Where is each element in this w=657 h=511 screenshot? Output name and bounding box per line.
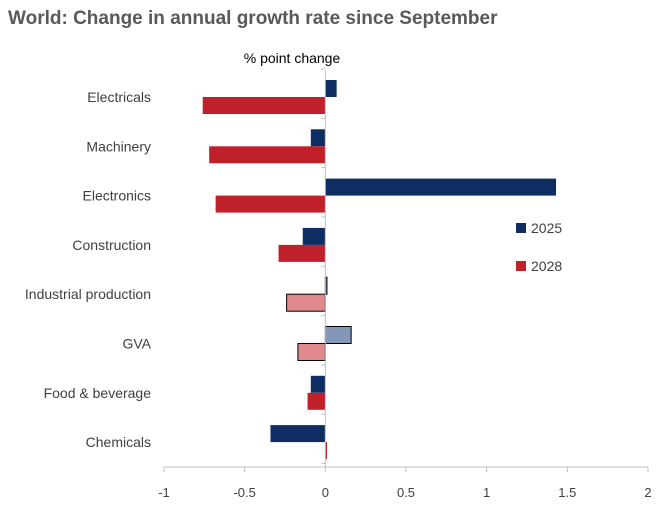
bar-construction-2028 [278, 244, 326, 262]
category-label: Machinery [86, 138, 151, 154]
x-tick-label: 1.5 [558, 485, 576, 500]
bar-electronics-2025 [325, 178, 557, 196]
x-tick-label: -0.5 [233, 485, 255, 500]
x-tick-label: 0 [322, 485, 329, 500]
bar-construction-2025 [302, 227, 326, 245]
category-label: Industrial production [25, 286, 151, 302]
x-tick-label: 0.5 [397, 485, 415, 500]
legend-swatch-2028 [516, 261, 526, 271]
bar-machinery-2025 [310, 129, 326, 147]
category-label: Chemicals [86, 434, 151, 450]
category-label: Electricals [87, 89, 151, 105]
legend-label-2028: 2028 [531, 258, 562, 274]
bar-food-and-beverage-2028 [307, 392, 326, 410]
x-tick-label: 2 [644, 485, 651, 500]
category-label: GVA [122, 336, 151, 352]
bar-machinery-2028 [209, 146, 326, 164]
bar-electricals-2028 [202, 97, 326, 114]
bar-food-and-beverage-2025 [310, 375, 326, 393]
bar-gva-2025 [324, 326, 352, 344]
bar-electricals-2025 [325, 80, 337, 97]
bar-electronics-2028 [215, 195, 326, 213]
legend-label-2025: 2025 [531, 220, 562, 236]
chart-title: World: Change in annual growth rate sinc… [8, 8, 498, 29]
x-axis-unit-label: % point change [244, 50, 341, 66]
bar-chemicals-2028 [325, 442, 327, 460]
x-tick-label: 1 [483, 485, 490, 500]
category-label: Food & beverage [44, 385, 152, 401]
bar-gva-2028 [297, 343, 326, 361]
bar-industrial-production-2028 [286, 293, 326, 312]
category-label: Construction [72, 237, 151, 253]
category-label: Electronics [83, 188, 151, 204]
legend-swatch-2025 [516, 223, 526, 233]
x-tick-label: -1 [158, 485, 170, 500]
bar-chemicals-2025 [270, 425, 326, 443]
